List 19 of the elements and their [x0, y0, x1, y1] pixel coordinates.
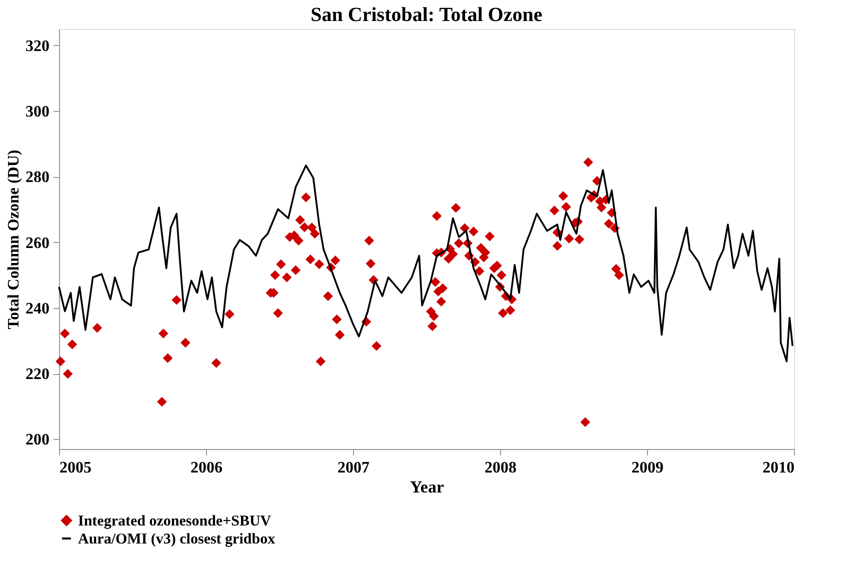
x-axis-title: Year	[410, 478, 444, 496]
y-tick-label: 260	[26, 234, 50, 252]
x-tick-label: 2008	[484, 460, 516, 476]
y-tick-label: 220	[26, 366, 50, 384]
line-series	[58, 164, 794, 362]
y-axis-title: Total Column Ozone (DU)	[6, 150, 22, 330]
y-tick-label: 200	[26, 432, 50, 449]
x-tick-label: 2009	[632, 460, 664, 476]
x-tick-label: 2005	[60, 460, 92, 476]
legend-label: Aura/OMI (v3) closest gridbox	[78, 532, 276, 548]
x-tick-label: 2006	[190, 460, 222, 476]
y-tick-label: 240	[26, 300, 50, 318]
y-tick-label: 300	[26, 104, 50, 121]
y-tick-label: 280	[26, 169, 50, 186]
x-tick-label: 2007	[338, 460, 370, 476]
legend-label: Integrated ozonesonde+SBUV	[78, 514, 272, 530]
x-tick-label: 2010	[762, 460, 794, 476]
chart-title: San Cristobal: Total Ozone	[310, 4, 542, 26]
y-tick-label: 320	[26, 38, 50, 55]
